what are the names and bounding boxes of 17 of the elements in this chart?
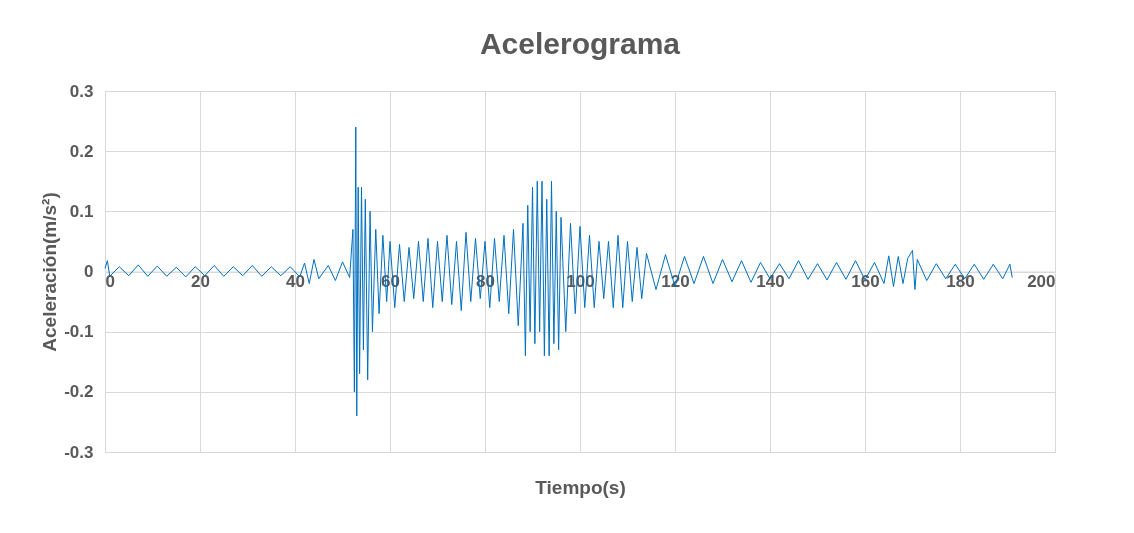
y-tick-label: -0.1 bbox=[64, 322, 94, 342]
x-tick-label: 20 bbox=[191, 272, 210, 291]
x-tick-label: 200 bbox=[1027, 272, 1056, 291]
x-tick-label: 180 bbox=[946, 272, 975, 291]
line-series bbox=[104, 126, 1013, 417]
x-tick-label: 140 bbox=[756, 272, 785, 291]
chart-title: Acelerograma bbox=[479, 27, 681, 60]
y-axis-title: Aceleración(m/s²) bbox=[39, 192, 61, 352]
y-tick-label: -0.3 bbox=[64, 442, 94, 462]
y-tick-label: 0.3 bbox=[69, 81, 94, 101]
y-tick-label: 0.2 bbox=[69, 141, 94, 161]
y-tick-label: 0.1 bbox=[69, 201, 94, 221]
y-tick-label: -0.2 bbox=[64, 382, 94, 402]
x-axis-title: Tiempo(s) bbox=[535, 476, 626, 498]
x-tick-label: 40 bbox=[286, 272, 305, 291]
x-tick-label: 0 bbox=[105, 272, 115, 291]
x-tick-label: 160 bbox=[851, 272, 880, 291]
